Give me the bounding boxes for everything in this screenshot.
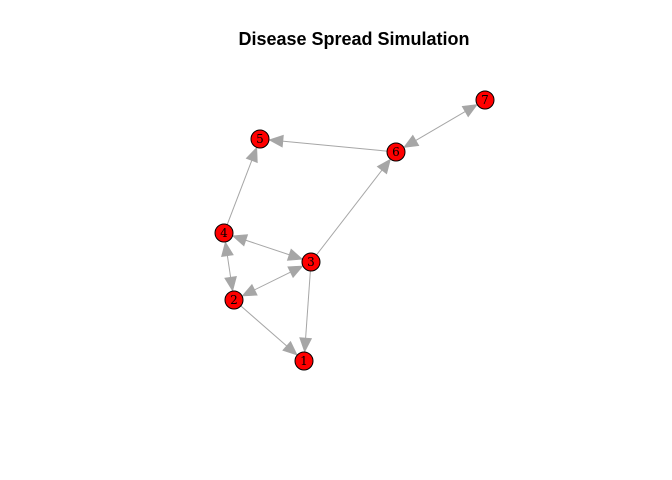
node-circle xyxy=(224,290,244,310)
edge-6-7 xyxy=(403,104,478,148)
arrowhead xyxy=(286,248,304,261)
node-label: 4 xyxy=(220,226,228,240)
node-circle xyxy=(294,351,314,371)
nodes-layer: 1 2 3 4 5 6 7 xyxy=(214,90,495,371)
edge-4-5 xyxy=(226,146,258,225)
edges-layer xyxy=(221,104,478,356)
node-label: 1 xyxy=(300,354,308,368)
node-2: 2 xyxy=(224,290,244,310)
node-4: 4 xyxy=(214,223,234,243)
node-circle xyxy=(301,252,321,272)
arrowhead xyxy=(268,134,284,148)
arrowhead xyxy=(287,265,304,279)
node-circle xyxy=(386,142,406,162)
arrowhead xyxy=(376,158,391,175)
node-circle xyxy=(475,90,495,110)
edge-6-5 xyxy=(268,134,388,152)
node-label: 5 xyxy=(256,132,264,146)
node-circle xyxy=(250,129,270,149)
arrowhead xyxy=(461,104,478,118)
node-circle xyxy=(214,223,234,243)
edge-3-6 xyxy=(316,158,391,256)
edge-2-3 xyxy=(241,265,304,297)
arrowhead xyxy=(231,234,249,247)
edge-3-1 xyxy=(299,270,313,353)
arrowhead xyxy=(299,337,313,353)
arrowhead xyxy=(245,146,258,164)
arrowhead xyxy=(403,134,420,148)
node-1: 1 xyxy=(294,351,314,371)
edge-2-1 xyxy=(240,305,298,356)
node-3: 3 xyxy=(301,252,321,272)
node-6: 6 xyxy=(386,142,406,162)
node-label: 6 xyxy=(392,145,400,159)
node-label: 3 xyxy=(307,255,315,269)
arrowhead xyxy=(221,241,234,257)
arrowhead xyxy=(282,340,298,356)
arrowhead xyxy=(241,283,258,297)
node-7: 7 xyxy=(475,90,495,110)
node-5: 5 xyxy=(250,129,270,149)
node-label: 7 xyxy=(481,93,489,107)
node-label: 2 xyxy=(230,293,238,307)
edge-4-2 xyxy=(221,241,237,292)
plot-title: Disease Spread Simulation xyxy=(238,29,470,49)
edge-4-3 xyxy=(231,234,304,261)
arrowhead xyxy=(224,276,237,292)
